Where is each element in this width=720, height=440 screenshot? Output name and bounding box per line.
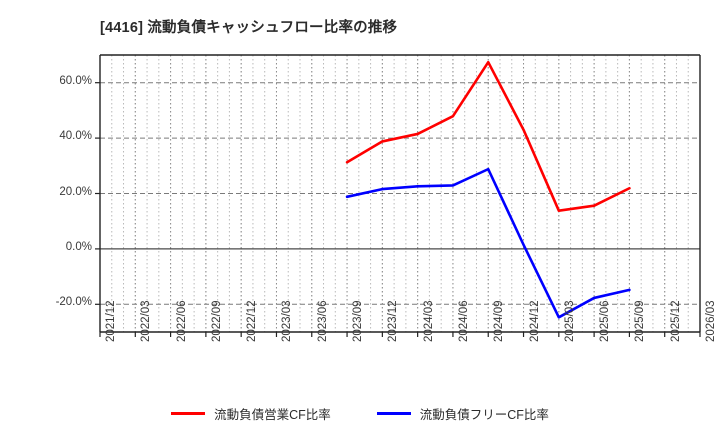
y-axis-tick-label: 60.0% — [59, 74, 92, 87]
x-axis-tick-label: 2025/06 — [599, 300, 612, 342]
x-axis-tick-label: 2022/03 — [140, 300, 153, 342]
x-axis-tick-label: 2022/09 — [210, 300, 223, 342]
legend-swatch-blue — [376, 412, 411, 415]
x-axis-tick-label: 2023/12 — [387, 300, 400, 342]
x-axis-tick-label: 2024/06 — [457, 300, 470, 342]
x-axis-tick-label: 2021/12 — [105, 300, 117, 342]
y-axis-tick-label: -20.0% — [55, 296, 92, 309]
chart-title: [4416] 流動負債キャッシュフロー比率の推移 — [100, 20, 398, 36]
x-axis-tick-label: 2025/12 — [669, 300, 682, 342]
series-line-free-cf — [345, 167, 631, 319]
legend-label-operating-cf: 流動負債営業CF比率 — [214, 408, 331, 422]
x-axis-tick-label: 2026/03 — [705, 300, 717, 342]
legend-swatch-red — [171, 412, 206, 415]
x-axis-tick-label: 2022/12 — [246, 300, 259, 342]
chart-legend: 流動負債営業CF比率 流動負債フリーCF比率 — [0, 404, 720, 423]
axis-frame — [95, 54, 701, 333]
x-axis-tick-label: 2023/03 — [281, 300, 294, 342]
x-axis-tick-label: 2022/06 — [175, 300, 188, 342]
x-axis-tick-label: 2024/03 — [422, 300, 435, 342]
x-axis-ticks — [99, 332, 701, 337]
y-axis-tick-label: 20.0% — [59, 185, 92, 198]
x-axis-tick-label: 2024/12 — [528, 300, 541, 342]
x-axis-tick-label: 2025/03 — [563, 300, 576, 342]
series-line-operating-cf — [345, 60, 631, 212]
legend-item-free-cf[interactable]: 流動負債フリーCF比率 — [376, 404, 549, 423]
legend-item-operating-cf[interactable]: 流動負債営業CF比率 — [171, 404, 331, 423]
x-axis-tick-label: 2023/09 — [352, 300, 365, 342]
x-axis-tick-label: 2025/09 — [634, 300, 647, 342]
legend-label-free-cf: 流動負債フリーCF比率 — [419, 408, 549, 422]
y-axis-tick-label: 0.0% — [65, 240, 92, 253]
major-gridlines — [100, 82, 700, 305]
y-axis-tick-label: 40.0% — [59, 130, 92, 143]
x-axis-tick-label: 2024/09 — [493, 300, 506, 342]
series-lines — [345, 60, 631, 319]
x-axis-tick-label: 2023/06 — [316, 300, 329, 342]
